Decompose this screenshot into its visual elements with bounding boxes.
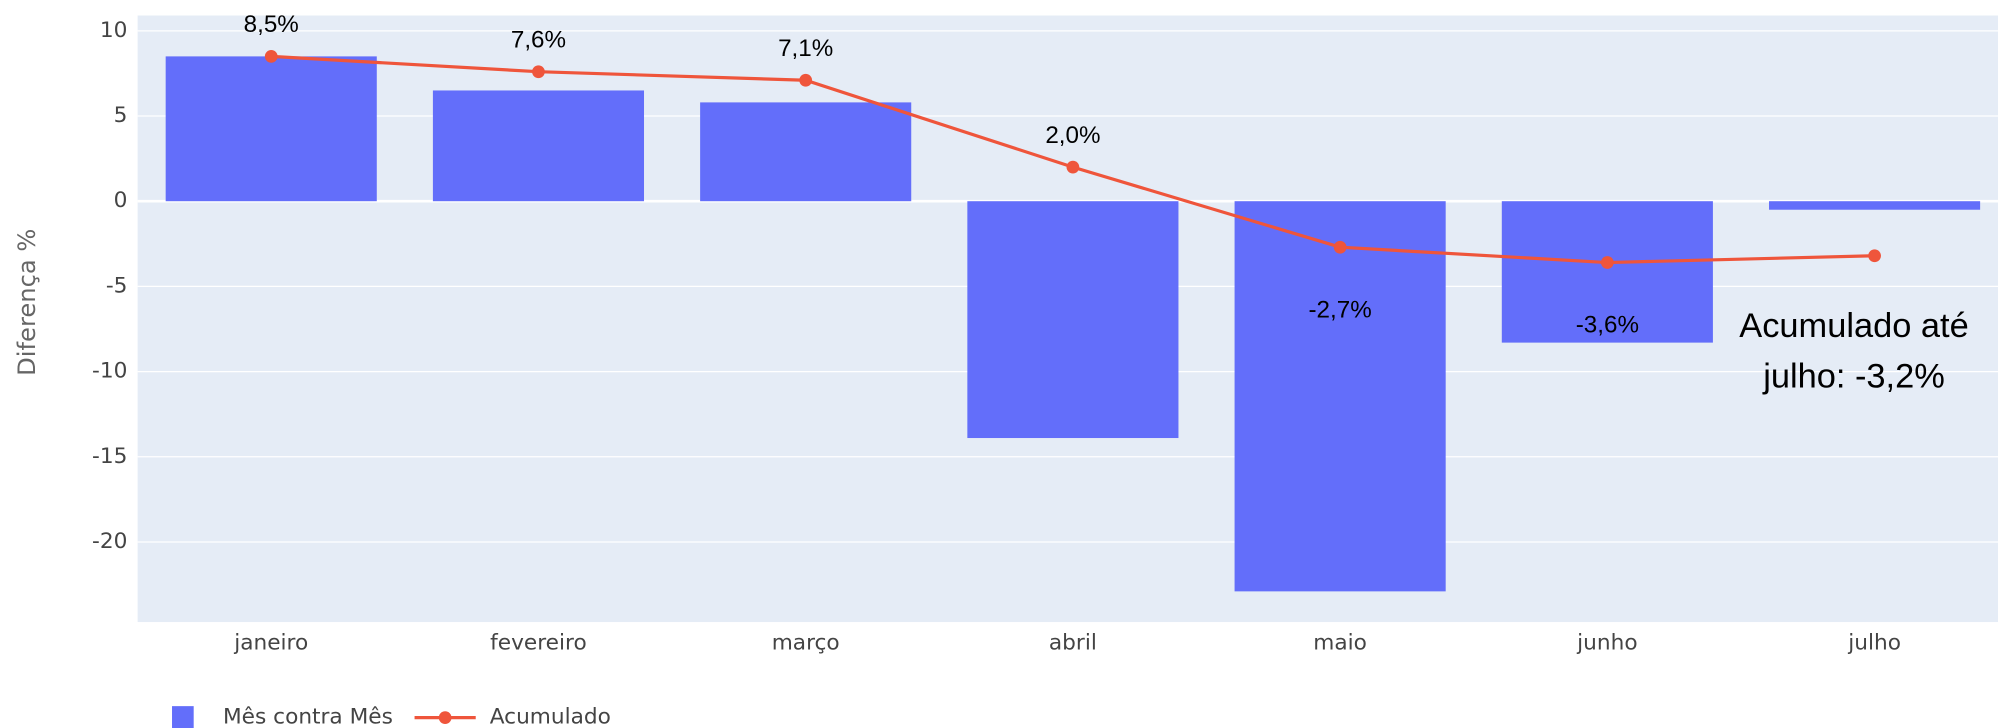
bar — [967, 201, 1179, 439]
legend-swatch — [438, 711, 452, 724]
data-label: 7,1% — [778, 35, 833, 62]
x-tick-label: junho — [1576, 631, 1637, 656]
x-tick-label: março — [772, 631, 840, 656]
x-tick-label: janeiro — [233, 631, 308, 656]
bar — [1501, 201, 1713, 343]
y-tick-label: -5 — [106, 273, 128, 298]
legend-label: Mês contra Mês — [223, 705, 393, 728]
line-point — [1333, 240, 1347, 254]
y-tick-label: 5 — [114, 103, 128, 128]
y-tick-label: -10 — [92, 359, 127, 384]
bar — [432, 90, 645, 202]
x-tick-label: fevereiro — [490, 631, 587, 656]
line-point — [799, 73, 813, 87]
annotation: julho: -3,2% — [1762, 358, 1945, 396]
data-label: -2,7% — [1309, 296, 1372, 323]
bar — [700, 102, 912, 202]
y-tick-label: 0 — [114, 188, 128, 213]
legend-label: Acumulado — [490, 705, 611, 728]
x-tick-label: abril — [1049, 631, 1097, 656]
line-point — [532, 65, 545, 79]
data-label: 8,5% — [244, 11, 299, 38]
annotation: Acumulado até — [1739, 307, 1968, 345]
x-tick-label: julho — [1847, 631, 1901, 656]
data-label: 2,0% — [1045, 122, 1100, 149]
line-point — [1066, 160, 1080, 174]
y-tick-label: -20 — [92, 529, 127, 554]
y-tick-label: -15 — [92, 444, 127, 469]
y-tick-label: 10 — [100, 18, 128, 43]
line-point — [264, 50, 278, 63]
bar — [1234, 201, 1446, 592]
bar — [1769, 201, 1981, 210]
y-axis-label: Diferença % — [13, 229, 41, 376]
x-tick-label: maio — [1313, 631, 1367, 656]
legend-swatch — [172, 706, 194, 728]
data-label: -3,6% — [1576, 312, 1639, 339]
line-point — [1868, 249, 1881, 263]
data-label: 7,6% — [511, 27, 566, 54]
bar — [165, 56, 377, 202]
line-point — [1600, 256, 1614, 269]
